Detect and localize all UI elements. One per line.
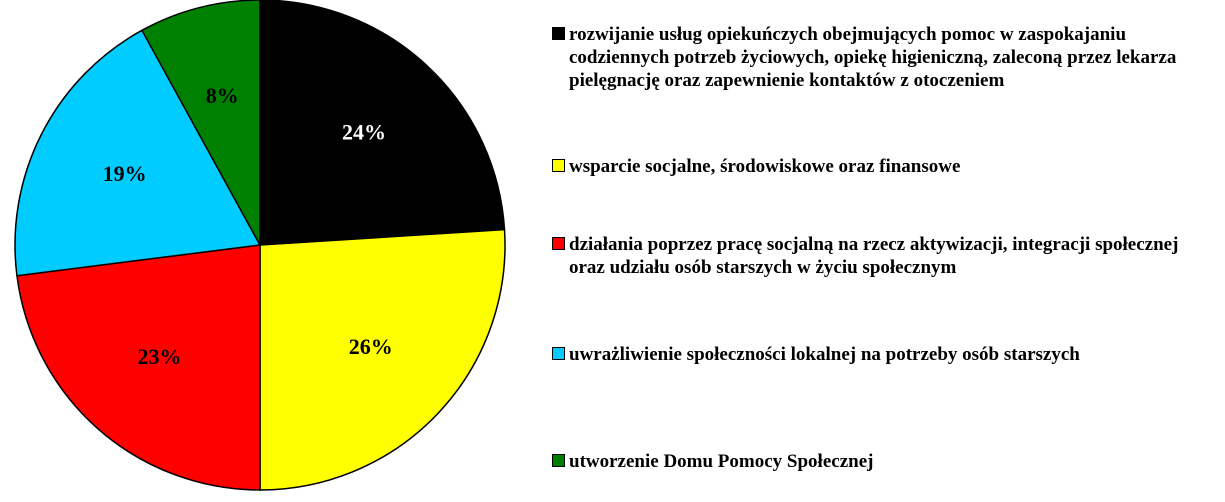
legend-label: wsparcie socjalne, środowiskowe oraz fin…	[569, 156, 961, 177]
legend-label: rozwijanie usług opiekuńczych obejmujący…	[569, 24, 1177, 91]
data-label: 23%	[138, 344, 182, 369]
data-label: 8%	[206, 83, 239, 108]
data-label: 24%	[342, 119, 386, 144]
legend-item: uwrażliwienie społeczności lokalnej na p…	[552, 343, 1217, 366]
legend-item: utworzenie Domu Pomocy Społecznej	[552, 450, 1217, 473]
data-label: 26%	[349, 334, 393, 359]
legend-swatch	[552, 27, 565, 40]
pie-slice	[140, 0, 261, 246]
pie-slice	[14, 29, 262, 277]
legend-item: wsparcie socjalne, środowiskowe oraz fin…	[552, 155, 1217, 178]
pie-slice	[16, 244, 261, 491]
legend-swatch	[552, 237, 565, 250]
legend-swatch	[552, 347, 565, 360]
legend-label: działania poprzez pracę socjalną na rzec…	[569, 234, 1179, 278]
legend-label: uwrażliwienie społeczności lokalnej na p…	[569, 344, 1080, 365]
legend-item: rozwijanie usług opiekuńczych obejmujący…	[552, 23, 1217, 92]
legend-item: działania poprzez pracę socjalną na rzec…	[552, 233, 1217, 279]
legend-swatch	[552, 454, 565, 467]
pie-slice	[259, 0, 506, 246]
legend-label: utworzenie Domu Pomocy Społecznej	[569, 451, 874, 472]
legend-swatch	[552, 159, 565, 172]
pie-slice	[259, 228, 506, 491]
data-label: 19%	[103, 161, 147, 186]
